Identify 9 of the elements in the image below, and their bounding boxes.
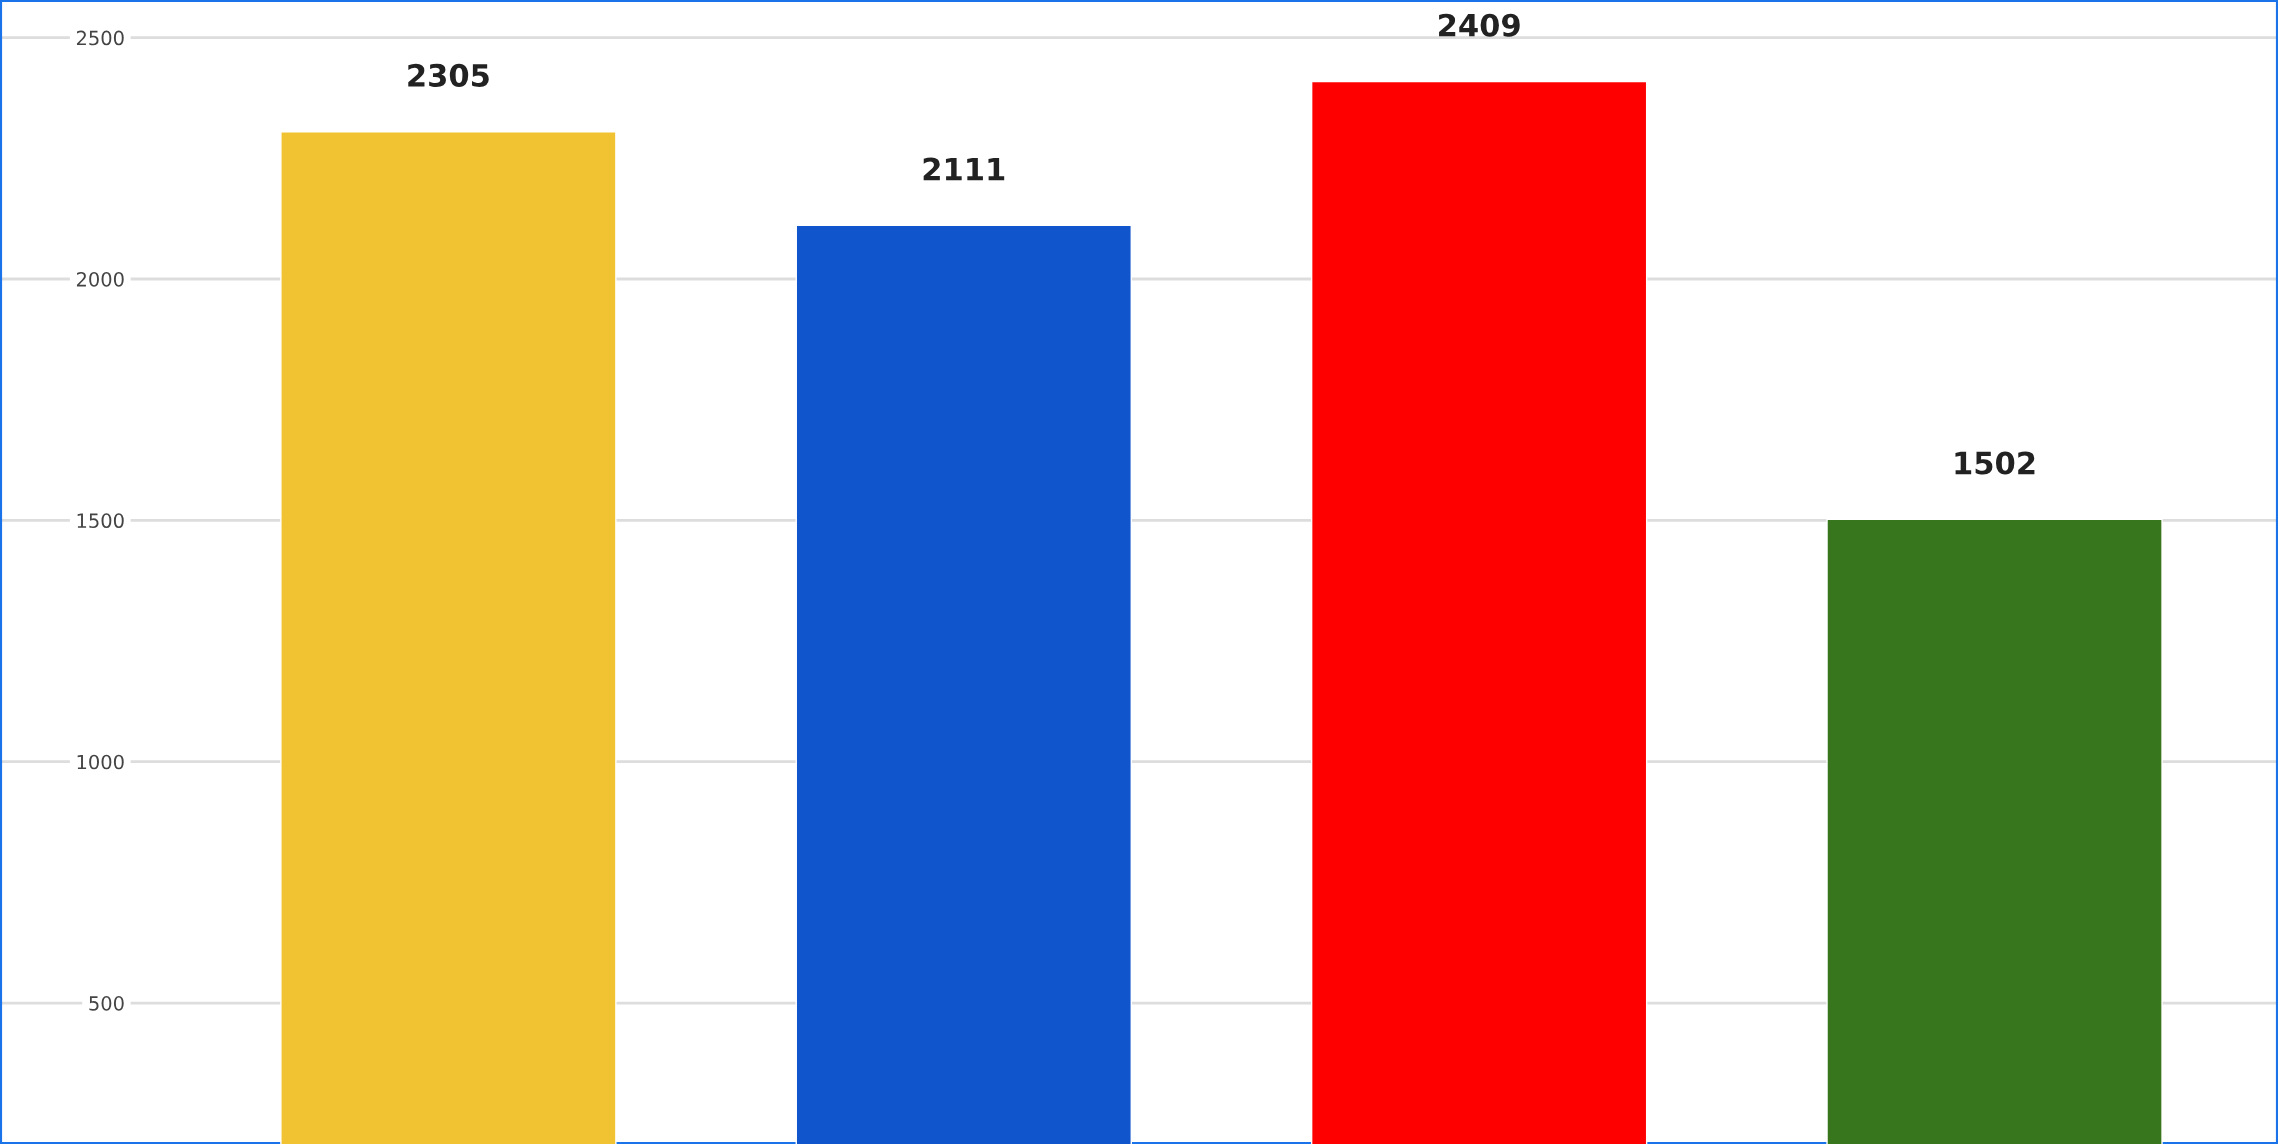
y-tick-label: 500 (89, 996, 124, 1011)
data-label: 2409 (1439, 13, 1520, 37)
data-label: 1502 (1955, 451, 2035, 475)
y-tick-label: 1500 (77, 513, 124, 529)
data-label: 2111 (923, 157, 1005, 181)
y-tick-label: 1000 (77, 754, 124, 770)
data-label: 2305 (408, 63, 489, 87)
y-tick-label: 2000 (76, 271, 124, 287)
y-tick-label: 2500 (76, 30, 124, 46)
